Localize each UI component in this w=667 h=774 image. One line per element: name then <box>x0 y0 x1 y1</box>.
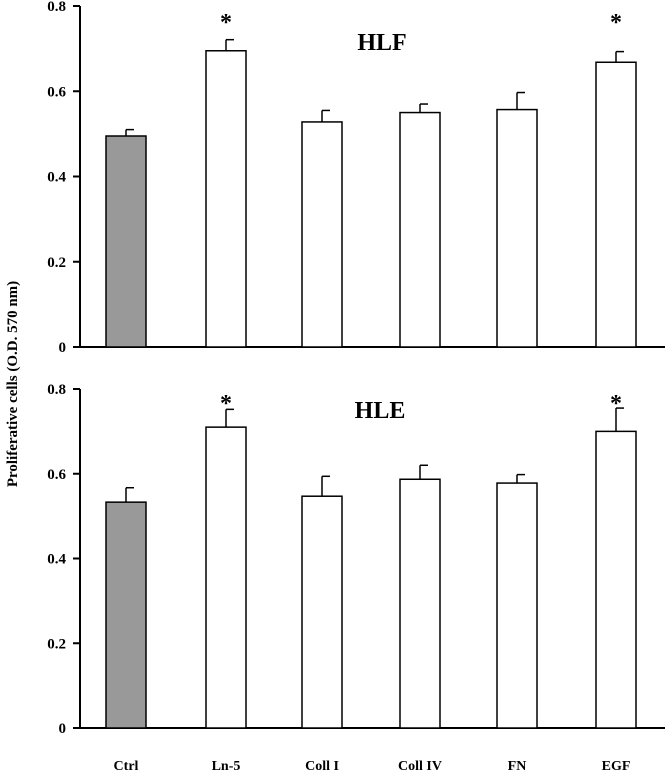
x-tick-label: FN <box>508 759 527 774</box>
bar-coll-i <box>301 495 343 729</box>
panel-title: HLE <box>355 398 406 424</box>
x-tick-label: Coll I <box>305 759 339 774</box>
panel-title: HLF <box>357 30 406 56</box>
x-category-labels: Ctrl Ln-5 Coll I Coll IV FN EGF <box>114 759 631 774</box>
bar-fn <box>496 108 538 348</box>
bar-ctrl <box>105 501 147 729</box>
bar-coll-i <box>301 121 343 348</box>
significance-star: * <box>610 391 622 417</box>
bar-coll-iv <box>399 478 441 729</box>
y-tick-label: 0.6 <box>47 84 66 100</box>
y-tick-label: 0.6 <box>47 467 66 483</box>
panel-hle: 0 0.2 0.4 0.6 0.8 * * HLE <box>47 382 665 737</box>
bar-coll-iv <box>399 111 441 348</box>
bar-egf <box>595 430 637 729</box>
y-tick-label: 0.2 <box>47 255 66 271</box>
y-tick-label: 0 <box>59 721 67 737</box>
x-tick-label: Ln-5 <box>212 759 241 774</box>
x-tick-label: EGF <box>602 759 631 774</box>
bar-ctrl <box>105 135 147 348</box>
x-tick-label: Ctrl <box>114 759 139 774</box>
y-axis-label: Proliferative cells (O.D. 570 nm) <box>5 281 21 487</box>
significance-star: * <box>220 391 232 417</box>
significance-star: * <box>610 10 622 36</box>
x-tick-label: Coll IV <box>398 759 442 774</box>
panel-hlf: 0 0.2 0.4 0.6 0.8 * * HLF <box>47 0 665 356</box>
y-tick-label: 0.2 <box>47 636 66 652</box>
bar-ln-5 <box>205 426 247 729</box>
y-tick-label: 0.4 <box>47 552 66 568</box>
bar-egf <box>595 61 637 348</box>
y-tick-label: 0.4 <box>47 170 66 186</box>
y-tick-label: 0.8 <box>47 0 66 15</box>
bar-fn <box>496 482 538 729</box>
y-tick-label: 0.8 <box>47 382 66 398</box>
bar-ln-5 <box>205 50 247 348</box>
significance-star: * <box>220 10 232 36</box>
y-tick-label: 0 <box>59 340 67 356</box>
